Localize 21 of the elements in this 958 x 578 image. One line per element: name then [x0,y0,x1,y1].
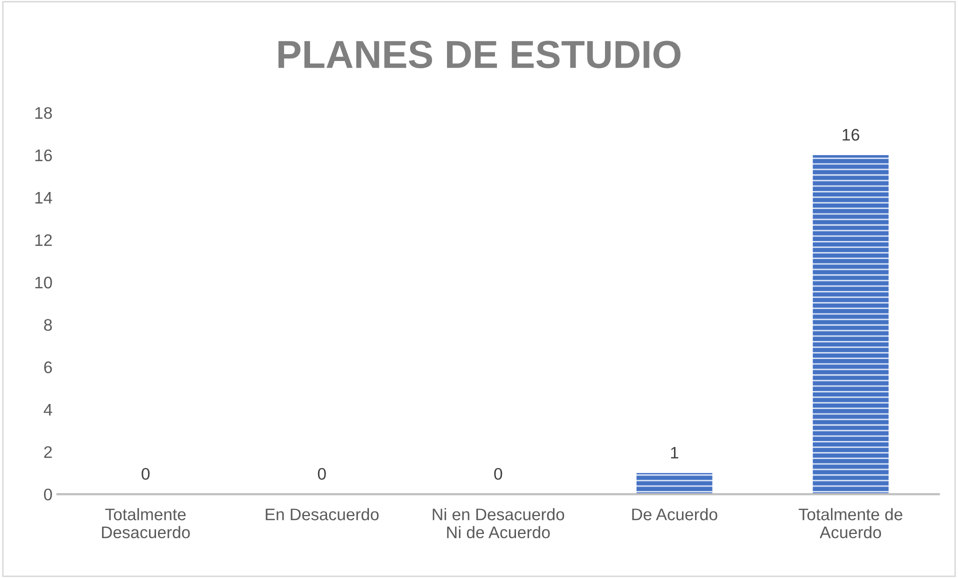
data-label: 0 [494,468,502,480]
y-tick-label: 10 [35,276,52,288]
y-tick-label: 16 [35,150,52,162]
data-label: 1 [671,446,678,458]
y-tick-label: 4 [44,404,52,416]
y-tick-label: 18 [35,107,52,119]
data-label: 16 [842,128,860,141]
data-label: 0 [318,468,326,480]
x-tick-label: Ni en Desacuerdo Ni de Acuerdo [432,508,564,538]
data-label: 0 [142,468,150,480]
x-tick-label: Totalmente Desacuerdo [102,508,190,538]
y-tick-label: 12 [35,234,52,246]
x-tick-label: Totalmente de Acuerdo [798,508,902,538]
y-tick-label: 0 [44,488,52,500]
x-tick-label: De Acuerdo [632,508,718,520]
y-tick-label: 6 [44,361,52,374]
y-tick-label: 2 [44,446,52,458]
y-tick-label: 8 [44,319,52,331]
y-tick-label: 14 [35,192,52,204]
chart-title: PLANES DE ESTUDIO [278,40,680,68]
x-tick-label: En Desacuerdo [266,508,379,520]
